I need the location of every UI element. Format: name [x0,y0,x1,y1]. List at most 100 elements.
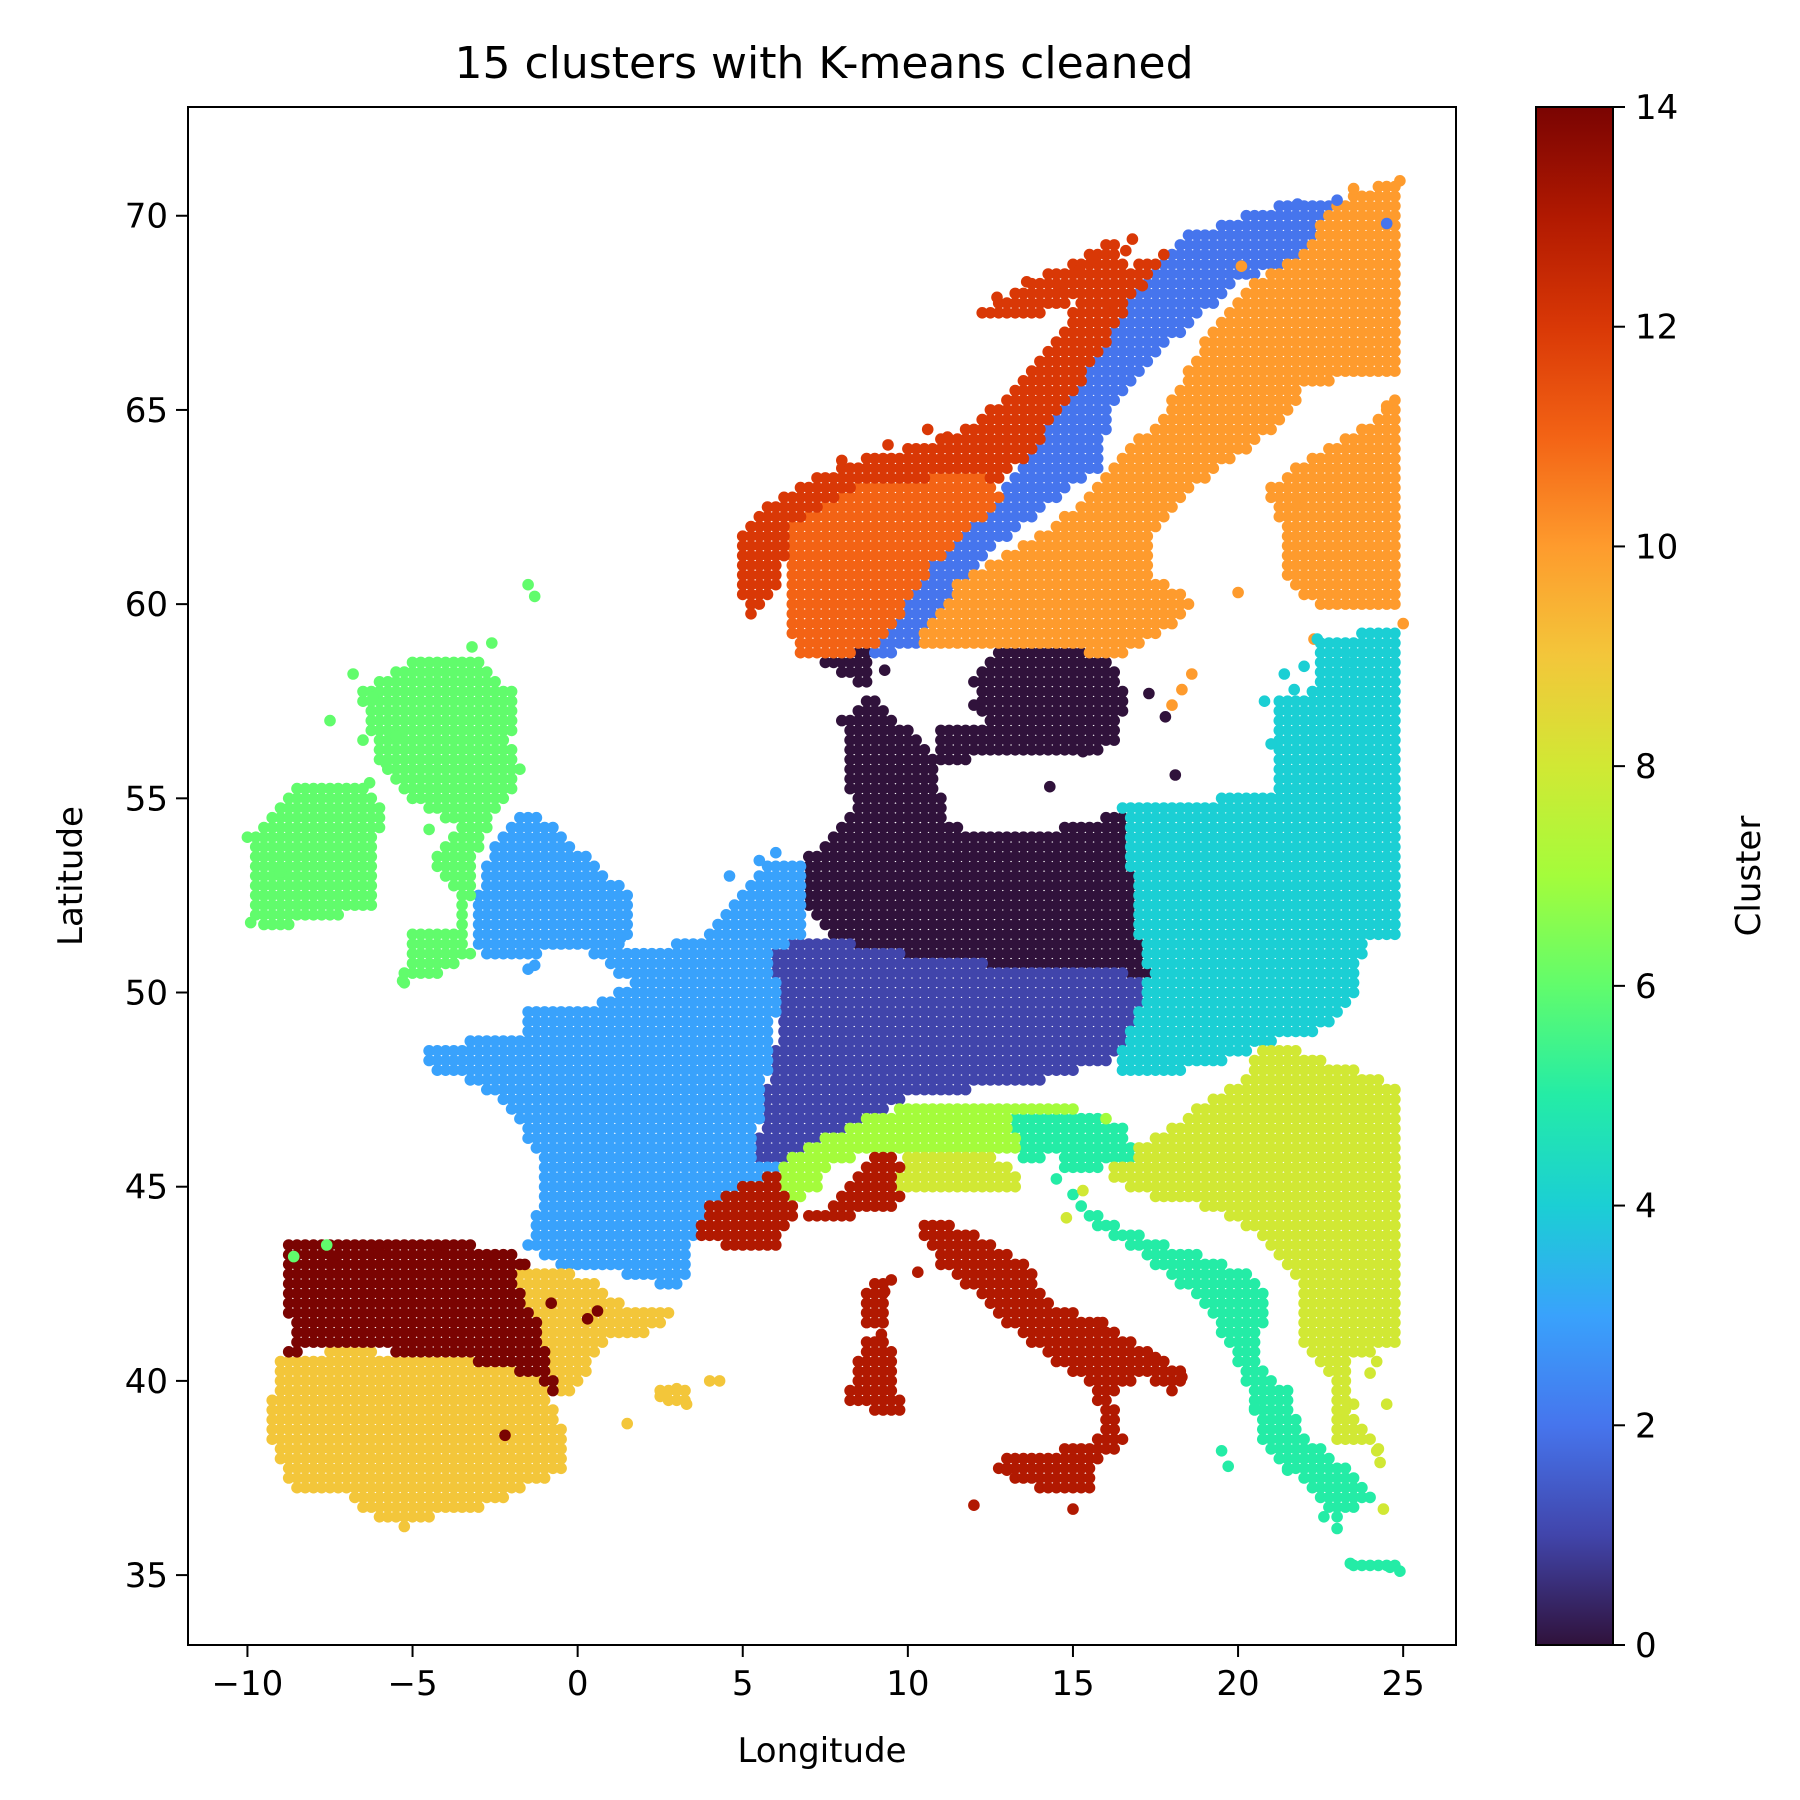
cluster-0-point [918,860,931,873]
cluster-0-point [852,899,865,911]
cluster-0-point [860,646,873,659]
cluster-0-point [852,666,865,678]
cluster-0-point [992,860,1005,873]
cluster-0-point [976,705,988,717]
cluster-0-point [1042,928,1054,941]
cluster-0-point [902,782,914,795]
cluster-0-point [844,928,856,941]
cluster-0-point [1058,724,1071,737]
cluster-0-point [968,860,980,873]
cluster-0-point [1050,870,1063,882]
cluster-0-point [893,821,906,834]
cluster-0-point [893,831,906,843]
cluster-0-point [1034,841,1046,853]
cluster-0-point [926,889,939,902]
cluster-0-point [1025,831,1038,843]
cluster-0-point [844,879,856,892]
cluster-5-point [1191,1248,1203,1261]
cluster-1-point [976,957,988,970]
cluster-0-point [869,782,881,795]
cluster-0-point [860,714,873,727]
cluster-0-point [852,811,865,824]
cluster-0-point [1009,947,1021,960]
cluster-0-point [836,879,848,892]
cluster-0-point [1017,889,1030,902]
cluster-0-point [992,705,1005,717]
cluster-0-point [1050,695,1063,707]
cluster-0-point [844,909,856,921]
cluster-0-point [893,918,906,931]
cluster-0-point [860,656,873,669]
cluster-0-point [1034,646,1046,659]
cluster-0-point [1058,734,1071,746]
cluster-0-point [1009,957,1021,970]
scatter-points [241,175,1409,1577]
cluster-0-point [819,899,832,911]
cluster-0-point [877,879,889,892]
cluster-0-point [1050,705,1063,717]
cluster-0-point [844,714,856,727]
cluster-0-point [877,821,889,834]
cluster-6-point [505,685,518,698]
cluster-6-point [489,676,501,688]
cluster-0-point [984,656,997,669]
cluster-0-point [1025,705,1038,717]
cluster-0-point [827,879,840,892]
cluster-0-point [918,802,931,814]
cluster-0-point [1058,685,1071,698]
cluster-0-point [1058,938,1071,950]
cluster-0-point [1017,947,1030,960]
cluster-0-point [902,928,914,941]
cluster-0-point [926,773,939,785]
cluster-0-point [869,850,881,863]
cluster-0-point [852,831,865,843]
cluster-0-point [1025,879,1038,892]
cluster-3-point [621,889,633,902]
cluster-0-point [860,821,873,834]
cluster-0-point [1001,705,1013,717]
cluster-0-point [910,870,922,882]
cluster-0-point [935,744,947,756]
cluster-0-point [877,734,889,746]
cluster-0-point [935,909,947,921]
cluster-0-point [1017,705,1030,717]
cluster-0-point [885,831,898,843]
cluster-5-point [1133,1229,1145,1242]
cluster-0-point [935,831,947,843]
cluster-0-point [910,889,922,902]
cluster-0-point [992,734,1005,746]
cluster-0-point [1009,646,1021,659]
cluster-1-point [1116,967,1129,979]
cluster-0-point [1058,744,1071,756]
cluster-0-point [852,860,865,873]
cluster-0-point [902,899,914,911]
cluster-0-point [926,802,939,814]
cluster-0-point [910,782,922,795]
cluster-0-point [893,802,906,814]
cluster-0-point [1034,928,1046,941]
cluster-0-point [918,792,931,805]
cluster-0-point [1001,676,1013,688]
cluster-0-point [1034,899,1046,911]
cluster-0-point [860,831,873,843]
cluster-0-point [910,947,922,960]
cluster-0-point [885,744,898,756]
cluster-0-point [869,899,881,911]
cluster-0-point [827,889,840,902]
cluster-0-point [1034,656,1046,669]
cluster-0-point [959,899,972,911]
cluster-0-point [852,714,865,727]
cluster-0-point [844,841,856,853]
cluster-0-point [976,666,988,678]
cluster-0-point [992,831,1005,843]
cluster-0-point [836,899,848,911]
cluster-5-point [1339,1462,1352,1475]
cluster-0-point [1009,870,1021,882]
cluster-0-point [992,685,1005,698]
cluster-0-point [836,889,848,902]
cluster-0-point [1009,666,1021,678]
cluster-0-point [860,744,873,756]
cluster-0-point [811,860,823,873]
cluster-0-point [1034,685,1046,698]
